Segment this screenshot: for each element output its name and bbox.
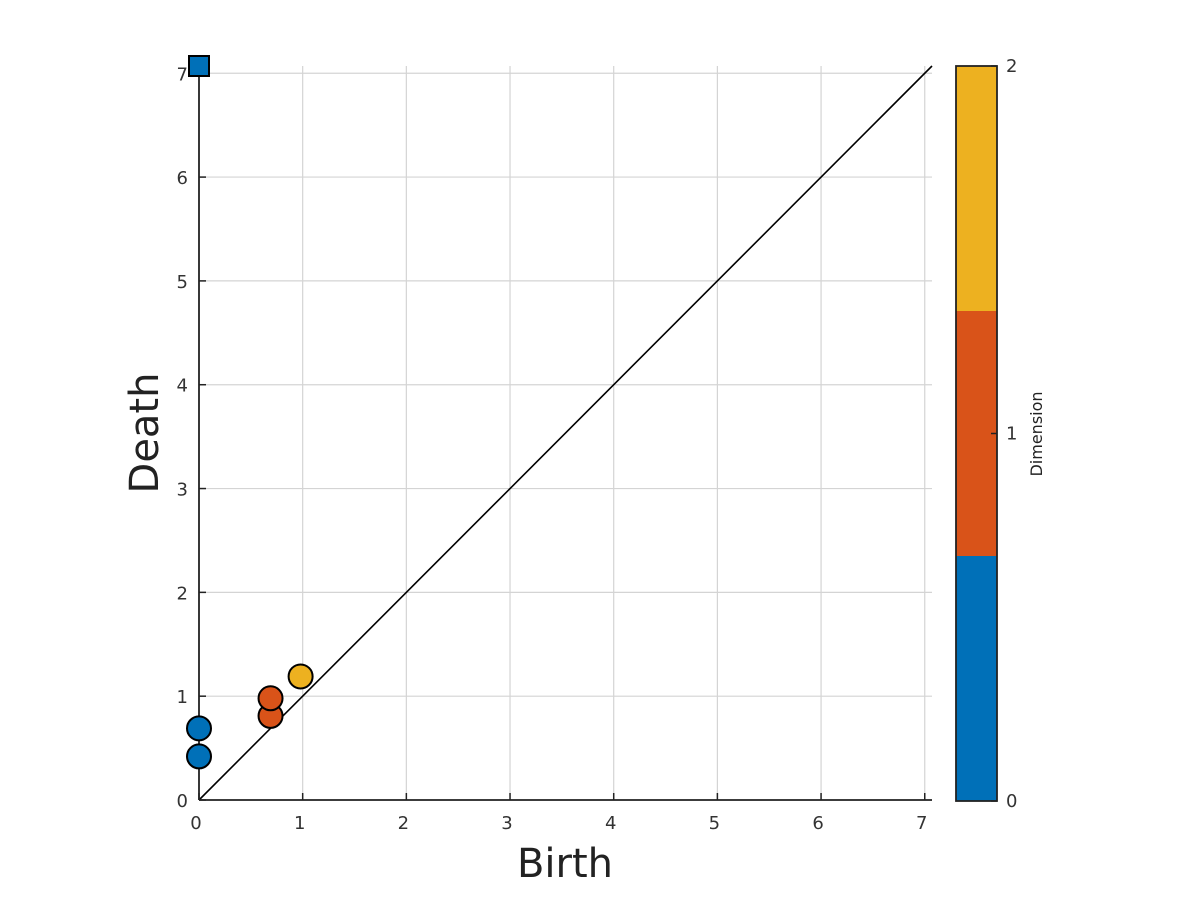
x-tick-label: 1 <box>294 813 305 834</box>
data-points <box>186 55 314 770</box>
data-point <box>287 663 314 690</box>
y-tick-label: 0 <box>177 791 188 812</box>
colorbar-label: Dimension <box>1027 391 1046 476</box>
colorbar: 0 1 2 <box>955 56 1017 812</box>
colorbar-segment-2 <box>956 66 997 311</box>
data-point <box>257 685 284 712</box>
y-axis-ticks: 0 1 2 3 4 5 6 7 <box>177 64 206 812</box>
x-tick-label: 6 <box>812 813 823 834</box>
x-tick-label: 4 <box>605 813 616 834</box>
x-tick-label: 5 <box>709 813 720 834</box>
y-tick-label: 6 <box>177 168 188 189</box>
diagonal-line <box>198 65 933 801</box>
data-point-square <box>188 55 210 77</box>
y-tick-label: 5 <box>177 272 188 293</box>
colorbar-segment-0 <box>956 556 997 801</box>
y-axis-label: Death <box>122 373 168 494</box>
colorbar-segment-1 <box>956 311 997 556</box>
data-point <box>186 743 212 770</box>
y-tick-label: 7 <box>177 64 188 85</box>
colorbar-tick-label: 2 <box>1006 56 1017 77</box>
grid-lines <box>198 66 932 801</box>
x-tick-label: 0 <box>190 813 201 834</box>
x-axis-label: Birth <box>517 841 613 887</box>
colorbar-tick-label: 1 <box>1006 424 1017 445</box>
y-tick-label: 4 <box>177 376 188 397</box>
y-tick-label: 3 <box>177 480 188 501</box>
colorbar-tick-label: 0 <box>1006 791 1017 812</box>
y-tick-label: 1 <box>177 687 188 708</box>
x-tick-label: 2 <box>398 813 409 834</box>
y-tick-label: 2 <box>177 583 188 604</box>
x-tick-label: 3 <box>501 813 512 834</box>
axes <box>198 66 932 801</box>
data-point <box>186 715 212 742</box>
x-axis-ticks: 0 1 2 3 4 5 6 7 <box>190 793 927 834</box>
x-tick-label: 7 <box>916 813 927 834</box>
